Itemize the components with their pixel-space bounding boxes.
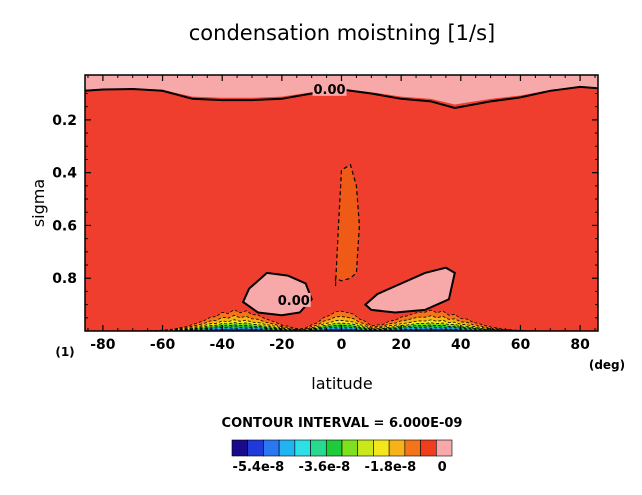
positive-lobe-right xyxy=(365,267,455,313)
y-axis-ticks: 0.2 0.4 0.6 0.8 xyxy=(52,92,598,319)
lobe-right-contour xyxy=(363,266,456,314)
x-tick-label: 0 xyxy=(337,337,347,353)
contour-label-bg xyxy=(276,292,311,307)
upper-pink-band xyxy=(85,75,598,105)
x-tick-label: 80 xyxy=(570,337,590,353)
x-tick-label: -20 xyxy=(269,337,295,353)
colorbar-swatch xyxy=(310,439,327,457)
colorbar-swatch xyxy=(231,439,249,457)
y-tick-label: 0.2 xyxy=(52,113,77,129)
x-axis-ticks: -80 -60 -40 -20 0 20 40 60 80 xyxy=(87,75,596,353)
central-minimum-region xyxy=(335,164,360,287)
colorbar-tick-label: -1.8e-8 xyxy=(365,460,417,475)
contour-interval-text: CONTOUR INTERVAL = 6.000E-09 xyxy=(222,416,463,431)
colorbar-tick-label: -5.4e-8 xyxy=(233,460,285,475)
colorbar xyxy=(231,439,453,457)
colorbar-swatch xyxy=(294,439,311,457)
x-tick-label: 40 xyxy=(451,337,471,353)
x-tick-label: 60 xyxy=(511,337,531,353)
colorbar-swatch xyxy=(373,439,390,457)
colorbar-swatch xyxy=(263,439,280,457)
colorbar-tick-label: 0 xyxy=(438,460,447,475)
x-tick-label: -80 xyxy=(90,337,116,353)
x-tick-label: -60 xyxy=(150,337,176,353)
central-dashed-contour xyxy=(334,163,361,287)
colorbar-swatch xyxy=(247,439,264,457)
colorbar-swatch xyxy=(435,439,453,457)
colorbar-swatch xyxy=(404,439,421,457)
colorbar-swatch xyxy=(341,439,359,457)
chart-title: condensation moistning [1/s] xyxy=(189,21,496,45)
y-axis-label: sigma xyxy=(29,179,48,227)
x-axis-label: latitude xyxy=(311,374,372,393)
corner-label: (1) xyxy=(55,345,74,359)
y-tick-label: 0.4 xyxy=(52,166,77,182)
y-tick-label: 0.6 xyxy=(52,218,77,234)
contour-label: 0.00 xyxy=(278,294,310,309)
colorbar-swatch xyxy=(325,439,343,457)
colorbar-labels: -5.4e-8 -3.6e-8 -1.8e-8 0 xyxy=(233,460,447,475)
plot-area: 0.00 0.00 xyxy=(85,75,598,331)
colorbar-swatch xyxy=(388,439,406,457)
x-tick-label: 20 xyxy=(391,337,411,353)
x-tick-label: -40 xyxy=(210,337,236,353)
colorbar-swatch xyxy=(278,439,296,457)
colorbar-tick-label: -3.6e-8 xyxy=(299,460,351,475)
colorbar-swatch xyxy=(420,439,437,457)
contour-labels: 0.00 0.00 xyxy=(276,81,347,309)
x-unit-label: (deg) xyxy=(589,358,625,372)
contour-label: 0.00 xyxy=(314,83,346,98)
y-tick-label: 0.8 xyxy=(52,271,77,287)
contour-label-bg xyxy=(312,81,347,96)
colorbar-swatch xyxy=(357,439,374,457)
